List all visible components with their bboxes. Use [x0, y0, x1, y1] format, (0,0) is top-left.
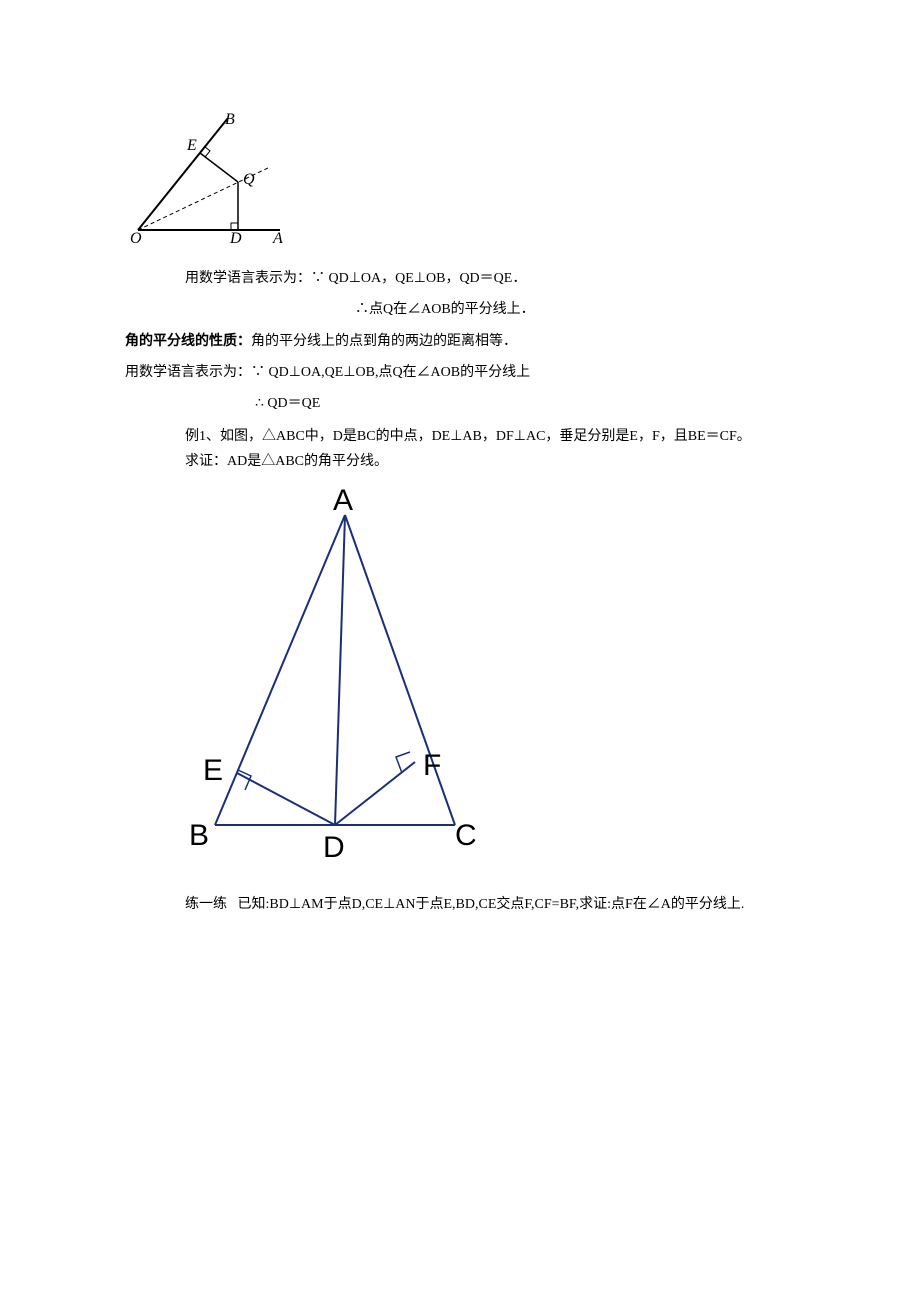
right-angle-e2: [238, 770, 251, 790]
label-a2: A: [333, 485, 353, 517]
practice-label: 练一练: [185, 897, 227, 912]
math-language-line-2: 用数学语言表示为：∵ QD⊥OA,QE⊥OB,点Q在∠AOB的平分线上: [125, 360, 820, 385]
segment-qe: [200, 153, 238, 182]
right-angle-d: [231, 223, 238, 230]
label-a: A: [272, 230, 283, 245]
label-e2: E: [203, 754, 223, 787]
label-e: E: [186, 137, 197, 154]
math-language-conclusion-1: ∴点Q在∠AOB的平分线上．: [125, 297, 820, 322]
segment-df: [335, 762, 415, 825]
label-o: O: [130, 230, 142, 245]
example-1: 例1、如图，△ABC中，D是BC的中点，DE⊥AB，DF⊥AC，垂足分别是E，F…: [125, 424, 820, 474]
segment-de: [237, 773, 335, 825]
example-1-prove: 求证：AD是△ABC的角平分线。: [185, 449, 820, 474]
segment-ad: [335, 515, 345, 825]
right-angle-f: [396, 752, 410, 773]
example-1-given: 例1、如图，△ABC中，D是BC的中点，DE⊥AB，DF⊥AC，垂足分别是E，F…: [185, 424, 820, 449]
property-text: 角的平分线上的点到角的两边的距离相等．: [251, 334, 517, 349]
property-label: 角的平分线的性质：: [125, 334, 251, 349]
angle-bisector-diagram-small: O A B D E Q: [130, 110, 820, 254]
math-language-conclusion-2: ∴ QD＝QE: [125, 391, 820, 416]
label-d2: D: [323, 831, 345, 864]
triangle-abc-diagram: A B C D E F: [165, 485, 820, 874]
practice-text: 已知:BD⊥AM于点D,CE⊥AN于点E,BD,CE交点F,CF=BF,求证:点…: [238, 897, 745, 912]
segment-ab: [215, 515, 345, 825]
practice-problem: 练一练 已知:BD⊥AM于点D,CE⊥AN于点E,BD,CE交点F,CF=BF,…: [125, 892, 820, 917]
label-q: Q: [243, 171, 255, 188]
label-d: D: [229, 230, 242, 245]
math-language-line-1: 用数学语言表示为：∵ QD⊥OA，QE⊥OB，QD＝QE．: [125, 266, 820, 291]
ray-ob: [138, 118, 228, 230]
label-c2: C: [455, 819, 477, 852]
label-b2: B: [189, 819, 209, 852]
property-statement: 角的平分线的性质：角的平分线上的点到角的两边的距离相等．: [125, 329, 820, 354]
label-b: B: [225, 111, 235, 128]
label-f2: F: [423, 749, 441, 782]
